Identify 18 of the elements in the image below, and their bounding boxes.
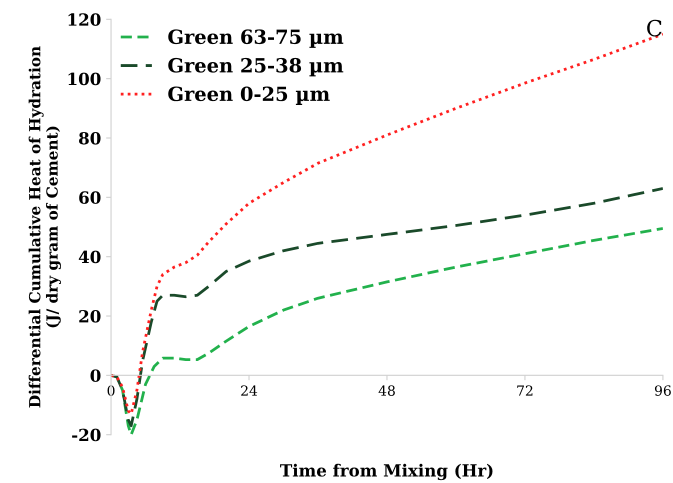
y-tick-label: 80 bbox=[78, 132, 101, 145]
x-tick-label: 24 bbox=[241, 385, 258, 396]
y-axis-title: Differential Cumulative Heat of Hydration (J/ dry gram of Cement) bbox=[28, 46, 61, 408]
y-tick-label: 40 bbox=[78, 250, 101, 264]
legend-label: Green 63-75 µm bbox=[168, 29, 344, 48]
y-tick-label: -20 bbox=[72, 428, 101, 442]
y-tick-label: 120 bbox=[68, 13, 101, 26]
x-tick-label: 72 bbox=[517, 385, 532, 396]
legend-label: Green 0-25 µm bbox=[168, 86, 330, 105]
y-tick-label: 0 bbox=[90, 369, 101, 382]
x-tick-label: 96 bbox=[654, 385, 671, 396]
y-tick-label: 60 bbox=[79, 191, 101, 204]
y-tick-label: 20 bbox=[79, 310, 101, 323]
y-tick-label: 100 bbox=[68, 72, 101, 86]
legend-label: Green 25-38 µm bbox=[168, 58, 344, 76]
x-axis-title: Time from Mixing (Hr) bbox=[280, 464, 492, 480]
annotation: C bbox=[647, 20, 662, 37]
x-tick-label: 48 bbox=[378, 385, 395, 396]
